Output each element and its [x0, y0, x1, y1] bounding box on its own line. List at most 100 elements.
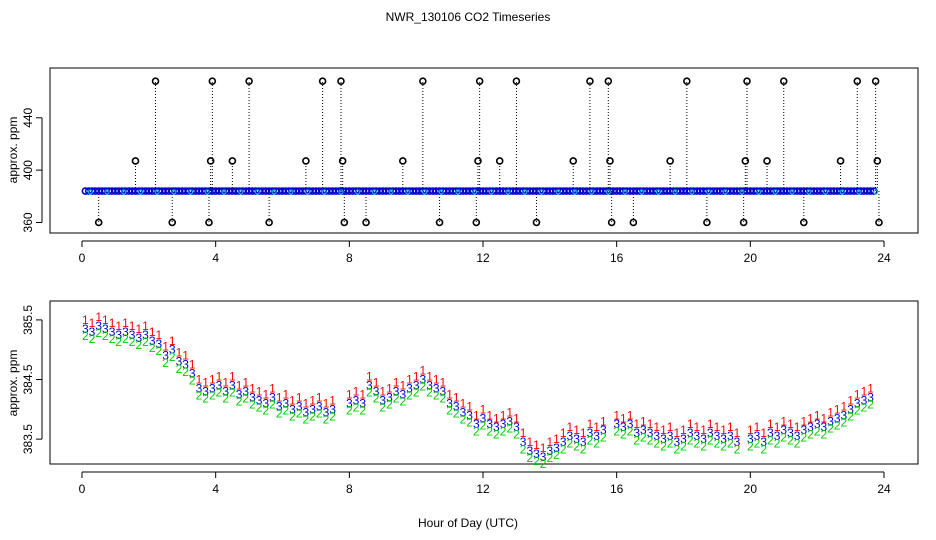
outlier-point	[703, 218, 711, 227]
series-1-point: 1	[787, 417, 794, 431]
outlier-point	[871, 77, 880, 85]
series-2-point: 2	[353, 401, 360, 415]
series-2-point: 2	[680, 439, 687, 453]
series-3-point: 3	[366, 378, 373, 392]
outlier-point	[875, 218, 883, 227]
overlay-point	[121, 189, 127, 195]
outlier-point	[245, 77, 253, 85]
overlay-point	[639, 189, 645, 195]
series-2-point: 2	[216, 386, 223, 400]
series-2-point: 2	[821, 427, 828, 441]
series-3-point: 3	[346, 396, 353, 410]
series-1-point: 1	[794, 420, 801, 434]
series-3-point: 3	[323, 405, 330, 419]
y-tick-label: 400	[21, 160, 35, 180]
series-1-point: 1	[282, 387, 289, 401]
series-2-point: 2	[379, 401, 386, 415]
series-2-point: 2	[774, 436, 781, 450]
outlier-point	[741, 157, 750, 165]
series-2-point: 2	[734, 442, 741, 456]
series-3-point: 3	[553, 441, 560, 455]
series-1-point: 1	[329, 393, 336, 407]
outlier-point	[475, 77, 484, 85]
series-1-point: 1	[506, 405, 513, 419]
series-3-point: 3	[841, 408, 848, 422]
series-3-point: 3	[379, 393, 386, 407]
overlay-point	[538, 189, 544, 195]
series-3-point: 3	[162, 349, 169, 363]
overlay-point	[472, 189, 478, 195]
x-tick-label: 0	[79, 482, 86, 496]
series-2-point: 2	[373, 392, 380, 406]
series-2-point: 2	[109, 332, 116, 346]
x-axis-label: Hour of Day (UTC)	[418, 516, 518, 530]
series-3-point: 3	[289, 402, 296, 416]
series-2-point: 2	[262, 404, 269, 418]
series-1-point: 1	[854, 387, 861, 401]
series-1-point: 1	[754, 420, 761, 434]
series-1-point: 1	[567, 420, 574, 434]
chart-title: NWR_130106 CO2 Timeseries	[386, 10, 551, 24]
series-3-point: 3	[149, 334, 156, 348]
series-1-point: 1	[526, 435, 533, 449]
series-1-point: 1	[486, 408, 493, 422]
series-3-point: 3	[834, 411, 841, 425]
series-3-point: 3	[393, 384, 400, 398]
y-tick-label: 385.5	[21, 305, 35, 335]
series-1-point: 1	[316, 390, 323, 404]
series-1-point: 1	[560, 426, 567, 440]
series-3-point: 3	[754, 429, 761, 443]
series-2-point: 2	[567, 436, 574, 450]
overlay-point	[505, 189, 511, 195]
series-3-point: 3	[426, 378, 433, 392]
series-1-point: 1	[229, 370, 236, 384]
outlier-point	[474, 157, 482, 165]
series-3-point: 3	[800, 423, 807, 437]
series-1-point: 1	[426, 370, 433, 384]
series-3-point: 3	[176, 355, 183, 369]
series-1-point: 1	[216, 370, 223, 384]
series-2-point: 2	[420, 380, 427, 394]
overlay-point	[806, 189, 812, 195]
series-2-point: 2	[747, 439, 754, 453]
series-1-point: 1	[323, 396, 330, 410]
outlier-point	[228, 157, 237, 165]
overlay-point	[371, 189, 377, 195]
series-1-point: 1	[727, 420, 734, 434]
series-3-point: 3	[774, 429, 781, 443]
series-3-point: 3	[189, 367, 196, 381]
series-2-point: 2	[426, 386, 433, 400]
overlay-point	[137, 189, 143, 195]
series-1-point: 1	[580, 426, 587, 440]
outlier-point	[435, 218, 444, 227]
series-3-point: 3	[660, 432, 667, 446]
series-1-point: 1	[440, 376, 447, 390]
series-2-point: 2	[309, 409, 316, 423]
overlay-point	[772, 189, 778, 195]
x-tick-label: 16	[610, 251, 624, 265]
series-3-point: 3	[600, 423, 607, 437]
series-1-point: 1	[493, 411, 500, 425]
series-3-point: 3	[460, 405, 467, 419]
series-3-point: 3	[420, 373, 427, 387]
series-2-point: 2	[169, 350, 176, 364]
series-1-point: 1	[847, 393, 854, 407]
x-tick-label: 4	[212, 482, 219, 496]
series-2-point: 2	[640, 430, 647, 444]
series-2-point: 2	[115, 335, 122, 349]
series-2-point: 2	[687, 433, 694, 447]
series-1-point: 1	[303, 396, 310, 410]
series-1-point: 1	[89, 316, 96, 330]
outlier-point	[318, 77, 327, 85]
series-1-point: 1	[827, 405, 834, 419]
series-1-point: 1	[433, 373, 440, 387]
series-1-point: 1	[156, 328, 163, 342]
series-1-point: 1	[115, 319, 122, 333]
outlier-point	[168, 218, 177, 227]
series-2-point: 2	[473, 424, 480, 438]
series-3-point: 3	[473, 417, 480, 431]
series-1-point: 1	[399, 378, 406, 392]
series-2-point: 2	[720, 439, 727, 453]
x-tick-label: 16	[610, 482, 624, 496]
series-2-point: 2	[329, 409, 336, 423]
